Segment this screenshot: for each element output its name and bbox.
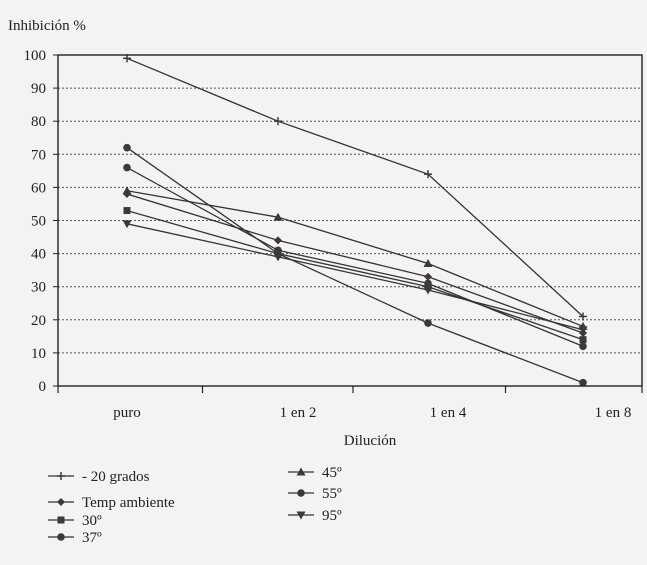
legend-marker — [296, 467, 306, 476]
y-tick-label: 0 — [39, 379, 47, 395]
legend-marker — [57, 472, 65, 480]
gridlines — [58, 87, 642, 354]
data-point — [424, 279, 432, 288]
x-tick-label: 1 en 4 — [430, 405, 467, 421]
y-tick-label: 90 — [31, 81, 46, 97]
data-point — [273, 253, 283, 262]
series-line — [126, 166, 584, 347]
x-tick-labels: puro 1 en 2 1 en 4 1 en 8 — [113, 405, 631, 421]
series-6 — [122, 220, 588, 335]
data-point — [274, 246, 282, 255]
y-tick-label: 10 — [31, 346, 46, 362]
series-line — [126, 57, 584, 317]
series-2 — [123, 207, 587, 344]
legend-label: 55º — [322, 486, 342, 502]
data-point — [273, 212, 283, 221]
y-tick-label: 80 — [31, 114, 46, 130]
series-3 — [123, 143, 587, 387]
series-layer — [122, 54, 588, 387]
legend-marker — [57, 533, 65, 541]
legend-label: 30º — [82, 513, 102, 529]
series-line — [126, 223, 584, 331]
x-tick-label: 1 en 2 — [280, 405, 317, 421]
series-0 — [123, 54, 587, 321]
legend-label: 37º — [82, 530, 102, 546]
y-tick-label: 70 — [31, 147, 46, 163]
y-tick-label: 30 — [31, 280, 46, 296]
legend-item: 37º — [48, 530, 102, 546]
data-point — [424, 272, 432, 281]
y-tick-label: 60 — [31, 180, 46, 196]
legend-item: Temp ambiente — [48, 495, 175, 511]
series-line — [126, 147, 584, 384]
data-point — [423, 286, 433, 295]
legend-item: - 20 grados — [48, 469, 150, 485]
x-tick-label: 1 en 8 — [595, 405, 632, 421]
legend-label: Temp ambiente — [82, 495, 175, 511]
data-point — [424, 319, 432, 327]
legend-item: 55º — [288, 486, 342, 502]
series-line — [126, 209, 584, 341]
axes — [53, 54, 643, 393]
data-point — [274, 236, 282, 245]
data-point — [578, 326, 588, 335]
legend-label: - 20 grados — [82, 469, 150, 485]
y-axis-label: Inhibición % — [8, 18, 86, 34]
y-tick-label: 40 — [31, 247, 46, 263]
legend-item: 30º — [48, 513, 102, 529]
legend-marker — [57, 516, 65, 524]
series-line — [126, 190, 584, 328]
data-point — [122, 220, 132, 229]
series-4 — [122, 186, 588, 330]
data-point — [123, 163, 131, 172]
legend-marker — [296, 511, 306, 520]
legend-item: 45º — [288, 465, 342, 481]
series-1 — [123, 190, 587, 338]
data-point — [123, 207, 131, 215]
data-point — [423, 259, 433, 268]
y-tick-labels: 0 10 20 30 40 50 60 70 80 90 100 — [24, 48, 47, 395]
data-point — [579, 378, 587, 387]
legend-item: 95º — [288, 508, 342, 524]
legend-marker — [57, 498, 65, 506]
data-point — [123, 143, 131, 152]
data-point — [274, 117, 282, 126]
data-point — [579, 336, 587, 344]
y-tick-label: 20 — [31, 313, 46, 329]
y-tick-label: 50 — [31, 214, 46, 230]
data-point — [122, 186, 132, 195]
legend-label: 95º — [322, 508, 342, 524]
y-tick-label: 100 — [24, 48, 47, 64]
x-tick-label: puro — [113, 405, 141, 421]
legend-marker — [297, 489, 305, 497]
series-5 — [123, 163, 587, 351]
x-axis-label: Dilución — [344, 433, 397, 449]
legend-label: 45º — [322, 465, 342, 481]
series-line — [126, 193, 584, 334]
data-point — [579, 312, 587, 321]
data-point — [579, 342, 587, 351]
data-point — [424, 170, 432, 179]
plot-frame — [57, 54, 643, 387]
